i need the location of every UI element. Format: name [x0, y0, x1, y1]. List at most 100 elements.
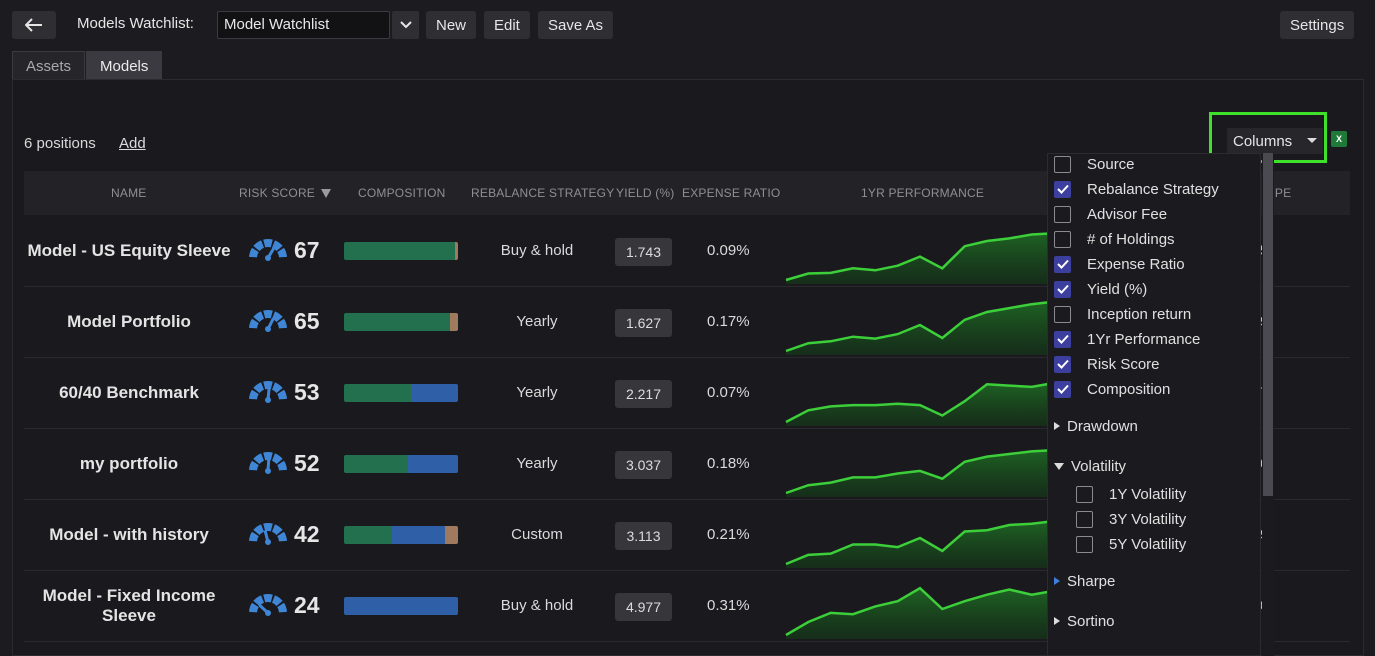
header-yield[interactable]: YIELD (%): [616, 186, 675, 200]
risk-score-value: 53: [294, 379, 320, 405]
column-checkbox[interactable]: [1076, 535, 1093, 553]
save-as-button[interactable]: Save As: [538, 11, 614, 39]
edit-button[interactable]: Edit: [484, 11, 530, 39]
watchlist-select[interactable]: Model Watchlist: [217, 11, 390, 39]
column-option-label: Expense Ratio: [1087, 255, 1185, 273]
columns-dropdown-button[interactable]: Columns: [1227, 128, 1323, 154]
column-checkbox[interactable]: [1054, 180, 1071, 198]
header-performance[interactable]: 1YR PERFORMANCE: [861, 186, 985, 200]
composition-segment-fixed-income: [407, 455, 458, 473]
column-option[interactable]: 1Yr Performance: [1054, 328, 1200, 350]
column-option[interactable]: # of Holdings: [1054, 228, 1175, 250]
rebalance-strategy: Yearly: [516, 313, 558, 330]
settings-button[interactable]: Settings: [1280, 11, 1355, 39]
header-risk-score[interactable]: RISK SCORE: [239, 186, 332, 200]
column-option[interactable]: Advisor Fee: [1054, 203, 1167, 225]
section-drawdown[interactable]: Drawdown: [1054, 415, 1138, 437]
column-option[interactable]: Yield (%): [1054, 278, 1147, 300]
column-checkbox[interactable]: [1076, 510, 1093, 528]
risk-score-value: 42: [294, 521, 320, 547]
new-button[interactable]: New: [426, 11, 477, 39]
tab-assets[interactable]: Assets: [12, 51, 86, 80]
performance-sparkline: [785, 300, 1054, 355]
checkmark-icon: [1056, 334, 1069, 344]
column-checkbox[interactable]: [1054, 155, 1071, 173]
positions-count: 6 positions: [24, 135, 96, 152]
volatility-option[interactable]: 3Y Volatility: [1076, 508, 1186, 530]
sort-desc-icon: [321, 189, 332, 198]
section-sortino[interactable]: Sortino: [1054, 610, 1115, 632]
yield-badge: 1.743: [615, 238, 672, 266]
column-checkbox[interactable]: [1054, 380, 1071, 398]
column-checkbox[interactable]: [1076, 485, 1093, 503]
column-checkbox[interactable]: [1054, 255, 1071, 273]
risk-gauge-icon: [249, 310, 287, 332]
rebalance-strategy: Buy & hold: [500, 597, 574, 614]
model-name[interactable]: Model - Fixed Income Sleeve: [42, 586, 216, 625]
column-option[interactable]: Rebalance Strategy: [1054, 178, 1219, 200]
checkmark-icon: [1056, 184, 1069, 194]
table-row[interactable]: Model - Fixed Income Sleeve 24 Buy & hold 4…: [24, 571, 1350, 642]
column-option-label: 1Yr Performance: [1087, 330, 1201, 348]
caret-down-icon: [1054, 462, 1064, 470]
section-volatility[interactable]: Volatility: [1054, 455, 1126, 477]
model-name[interactable]: Model - with history: [49, 525, 209, 544]
checkmark-icon: [1056, 259, 1069, 269]
table-row[interactable]: Model - US Equity Sleeve 67 Buy & hold 1.74…: [24, 216, 1350, 287]
model-name[interactable]: Model - US Equity Sleeve: [27, 241, 231, 260]
column-option[interactable]: Composition: [1054, 378, 1170, 400]
column-option-label: Source: [1087, 155, 1135, 173]
rebalance-strategy: Yearly: [516, 455, 558, 472]
column-checkbox[interactable]: [1054, 280, 1071, 298]
header-name[interactable]: NAME: [111, 186, 147, 200]
excel-export-icon[interactable]: X: [1331, 131, 1347, 147]
yield-badge: 4.977: [615, 593, 672, 621]
column-checkbox[interactable]: [1054, 230, 1071, 248]
column-option[interactable]: Risk Score: [1054, 353, 1160, 375]
column-option-label: Risk Score: [1087, 355, 1160, 373]
volatility-option[interactable]: 1Y Volatility: [1076, 483, 1186, 505]
column-checkbox[interactable]: [1054, 205, 1071, 223]
risk-gauge-icon: [249, 239, 287, 261]
column-option-label: 1Y Volatility: [1109, 485, 1187, 503]
view-tabs: Assets Models: [12, 51, 163, 80]
model-name[interactable]: 60/40 Benchmark: [59, 383, 199, 402]
tab-models[interactable]: Models: [86, 51, 163, 80]
header-composition[interactable]: COMPOSITION: [358, 186, 446, 200]
section-sharpe[interactable]: Sharpe: [1054, 570, 1115, 592]
column-checkbox[interactable]: [1054, 305, 1071, 323]
caret-right-icon: [1054, 577, 1060, 585]
caret-right-icon: [1054, 617, 1060, 625]
risk-score-value: 24: [294, 592, 320, 618]
back-button[interactable]: [12, 11, 56, 39]
composition-segment-other: [450, 313, 458, 331]
expense-ratio: 0.17%: [707, 313, 750, 330]
model-name[interactable]: my portfolio: [79, 454, 179, 473]
expense-ratio: 0.31%: [707, 597, 750, 614]
volatility-option[interactable]: 5Y Volatility: [1076, 533, 1186, 555]
performance-sparkline: [785, 231, 1054, 284]
yield-badge: 3.113: [615, 522, 672, 550]
composition-segment-equity: [344, 526, 392, 544]
column-option[interactable]: Source: [1054, 153, 1135, 175]
watchlist-dropdown-button[interactable]: [392, 11, 419, 39]
yield-badge: 2.217: [615, 380, 672, 408]
add-link[interactable]: Add: [119, 135, 146, 152]
column-option[interactable]: Inception return: [1054, 303, 1191, 325]
column-option[interactable]: Expense Ratio: [1054, 253, 1185, 275]
risk-gauge-icon: [249, 452, 287, 474]
model-name[interactable]: Model Portfolio: [67, 312, 191, 331]
risk-gauge-icon: [249, 594, 287, 616]
header-expense[interactable]: EXPENSE RATIO: [682, 186, 781, 200]
yield-badge: 1.627: [615, 309, 672, 337]
performance-sparkline: [785, 586, 1054, 639]
column-checkbox[interactable]: [1054, 355, 1071, 373]
header-rebalance[interactable]: REBALANCE STRATEGY: [471, 186, 615, 200]
columns-menu-scrollbar[interactable]: [1263, 153, 1273, 496]
column-checkbox[interactable]: [1054, 330, 1071, 348]
section-label: Drawdown: [1067, 417, 1138, 435]
